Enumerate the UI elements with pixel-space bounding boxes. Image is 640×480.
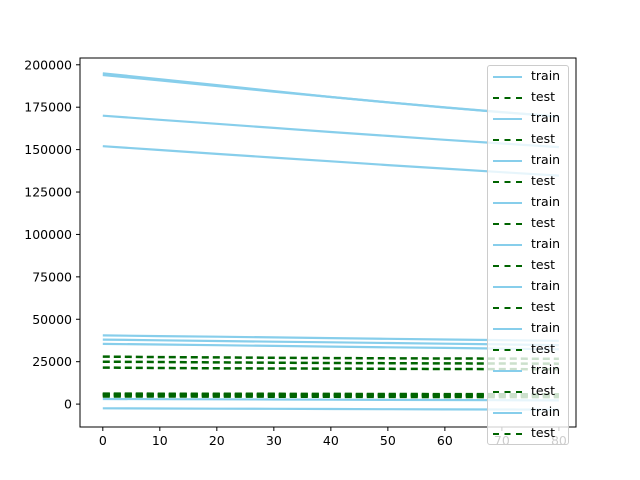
- legend-item-train: train: [488, 318, 568, 339]
- series-layer: [102, 72, 559, 411]
- series-line-3-train: [102, 73, 559, 118]
- legend-swatch: [493, 202, 522, 204]
- legend-label: train: [531, 110, 561, 125]
- legend-item-train: train: [488, 360, 568, 381]
- legend-item-test: test: [488, 339, 568, 360]
- legend-label: test: [531, 131, 556, 146]
- legend-swatch: [493, 181, 522, 183]
- series-line-6-test: [102, 366, 559, 371]
- legend-swatch: [493, 139, 522, 141]
- legend-item-test: test: [488, 297, 568, 318]
- legend-item-train: train: [488, 108, 568, 129]
- legend-label: train: [531, 278, 561, 293]
- legend-swatch: [493, 349, 522, 351]
- legend-label: train: [531, 404, 561, 419]
- legend-item-test: test: [488, 129, 568, 150]
- legend-item-train: train: [488, 66, 568, 87]
- legend-label: test: [531, 215, 556, 230]
- y-tick-label: 75000: [32, 269, 72, 284]
- legend-item-test: test: [488, 213, 568, 234]
- legend-label: test: [531, 173, 556, 188]
- series-line-17-train: [102, 407, 559, 411]
- series-line-16-test: [102, 395, 559, 399]
- legend-item-test: test: [488, 87, 568, 108]
- y-tick-label: 0: [64, 397, 72, 412]
- legend-item-train: train: [488, 150, 568, 171]
- legend-swatch: [493, 286, 522, 288]
- y-tick-label: 150000: [24, 142, 72, 157]
- legend-label: test: [531, 341, 556, 356]
- legend-swatch: [493, 265, 522, 267]
- legend-label: test: [531, 257, 556, 272]
- legend-label: test: [531, 425, 556, 440]
- legend-swatch: [493, 76, 522, 78]
- x-tick-label: 50: [380, 433, 396, 448]
- legend-label: test: [531, 383, 556, 398]
- y-axis-ticks: 0 25000 50000 75000 100000 125000 150000 175000…: [24, 57, 80, 412]
- legend-item-test: test: [488, 423, 568, 444]
- legend-swatch: [493, 97, 522, 99]
- legend-item-test: test: [488, 381, 568, 402]
- legend-swatch: [493, 433, 522, 435]
- legend-item-test: test: [488, 255, 568, 276]
- legend-swatch: [493, 307, 522, 309]
- legend-label: test: [531, 89, 556, 104]
- series-line-15-train: [102, 397, 559, 402]
- series-line-5-train: [102, 114, 559, 149]
- y-tick-label: 200000: [24, 57, 72, 72]
- legend-item-train: train: [488, 402, 568, 423]
- series-line-9-train: [102, 334, 559, 342]
- legend: train test train test train test train test trai…: [487, 65, 569, 445]
- y-tick-label: 100000: [24, 227, 72, 242]
- x-tick-label: 30: [266, 433, 282, 448]
- legend-label: train: [531, 194, 561, 209]
- legend-label: train: [531, 362, 561, 377]
- x-tick-label: 40: [323, 433, 339, 448]
- series-line-7-train: [102, 145, 559, 177]
- legend-label: train: [531, 320, 561, 335]
- legend-swatch: [493, 412, 522, 414]
- x-tick-label: 10: [152, 433, 168, 448]
- legend-swatch: [493, 118, 522, 120]
- legend-item-train: train: [488, 276, 568, 297]
- legend-label: test: [531, 299, 556, 314]
- legend-swatch: [493, 160, 522, 162]
- y-tick-label: 50000: [32, 312, 72, 327]
- legend-label: train: [531, 236, 561, 251]
- legend-swatch: [493, 328, 522, 330]
- legend-item-train: train: [488, 234, 568, 255]
- legend-label: train: [531, 68, 561, 83]
- x-tick-label: 60: [437, 433, 453, 448]
- legend-swatch: [493, 370, 522, 372]
- series-line-18-test: [102, 393, 559, 397]
- legend-label: train: [531, 152, 561, 167]
- series-line-2-test: [102, 355, 559, 361]
- x-tick-label: 20: [209, 433, 225, 448]
- series-line-13-train: [102, 342, 559, 351]
- legend-swatch: [493, 244, 522, 246]
- legend-item-train: train: [488, 192, 568, 213]
- legend-swatch: [493, 391, 522, 393]
- series-line-4-test: [102, 360, 559, 365]
- x-tick-label: 0: [99, 433, 107, 448]
- y-tick-label: 175000: [24, 100, 72, 115]
- y-tick-label: 125000: [24, 185, 72, 200]
- legend-swatch: [493, 223, 522, 225]
- series-line-11-train: [102, 338, 559, 347]
- legend-item-test: test: [488, 171, 568, 192]
- y-tick-label: 25000: [32, 354, 72, 369]
